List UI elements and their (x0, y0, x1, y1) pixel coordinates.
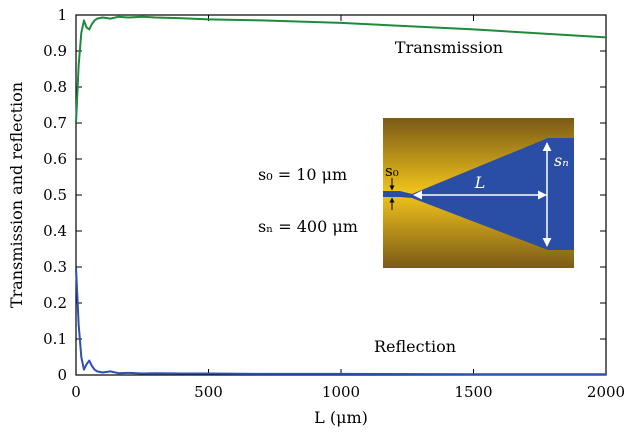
y-tick-label: 0.8 (43, 78, 67, 96)
x-tick-label: 0 (71, 383, 81, 401)
sn-equation: sₙ = 400 μm (258, 217, 358, 236)
y-tick-label: 0.6 (43, 150, 67, 168)
y-tick-label: 1 (57, 6, 67, 24)
x-tick-label: 1000 (322, 383, 360, 401)
y-tick-label: 0.7 (43, 114, 67, 132)
axis-tick-labels: 0 0.1 0.2 0.3 0.4 0.5 0.6 0.7 0.8 0.9 1 0 500 1000 150… (43, 6, 625, 401)
series-line-reflection (75, 266, 606, 376)
x-axis-title: L (μm) (314, 408, 368, 427)
y-tick-label: 0.2 (43, 294, 67, 312)
y-tick-label: 0.5 (43, 186, 67, 204)
series-line-transmission (75, 15, 607, 124)
x-tick-label: 500 (194, 383, 223, 401)
transmission-label: Transmission (395, 38, 503, 57)
y-axis-title: Transmission and reflection (7, 82, 26, 308)
series-layer (75, 15, 607, 376)
x-tick-label: 2000 (587, 383, 625, 401)
inset-L-label: L (474, 173, 486, 192)
y-tick-label: 0 (57, 366, 67, 384)
taper-inset: s₀ L sₙ (383, 118, 574, 268)
inset-s0-label: s₀ (385, 162, 399, 180)
y-tick-label: 0.1 (43, 330, 67, 348)
s0-equation: s₀ = 10 μm (258, 165, 347, 184)
x-tick-label: 1500 (454, 383, 492, 401)
inset-sn-label: sₙ (554, 151, 569, 170)
y-tick-label: 0.4 (43, 222, 67, 240)
y-tick-label: 0.3 (43, 258, 67, 276)
y-tick-label: 0.9 (43, 42, 67, 60)
reflection-label: Reflection (374, 337, 456, 356)
